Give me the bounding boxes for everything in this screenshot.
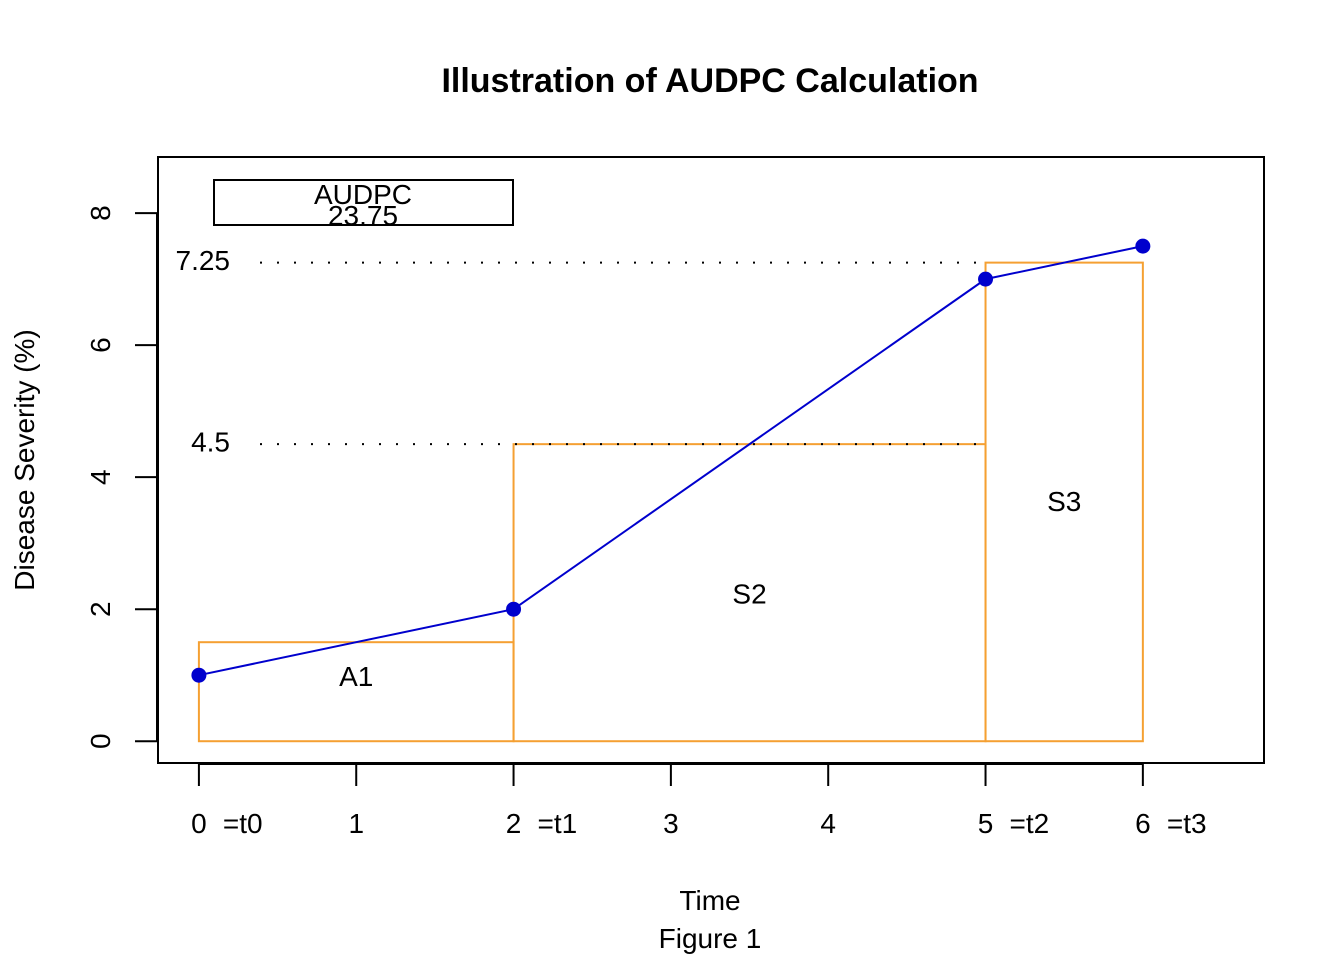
data-point-1 [191,667,207,683]
x-tick-label-6: 6 [1135,808,1151,839]
chart-title: Illustration of AUDPC Calculation [441,62,978,100]
data-point-3 [978,271,994,287]
x-tick-label-2: 2 [506,808,522,839]
time-marker-label-0: =t0 [223,808,263,839]
data-point-4 [1135,238,1151,254]
legend-box: AUDPC 23.75 [213,179,514,231]
y-tick-label-4: 8 [85,205,116,221]
x-tick-label-5: 5 [978,808,994,839]
y-tick-label-1: 2 [85,601,116,617]
area-label-a1: A1 [339,661,373,692]
y-tick-label-2: 4 [85,469,116,485]
reference-label-1: 7.25 [176,245,231,276]
y-tick-label-3: 6 [85,337,116,353]
plot-frame [157,156,1265,764]
legend-title: AUDPC [314,179,412,210]
x-tick-label-0: 0 [191,808,207,839]
axis-layer: 0 1 2 3 4 5 6 =t0 =t1 =t2 =t3 0 2 4 6 8 [85,205,1207,839]
y-axis-label: Disease Severity (%) [9,329,40,590]
area-label-s2: S2 [732,578,766,609]
time-marker-label-2: =t2 [1010,808,1050,839]
figure-caption: Figure 1 [659,923,762,954]
x-tick-label-3: 3 [663,808,679,839]
x-tick-label-1: 1 [348,808,364,839]
data-point-2 [506,601,522,617]
x-axis-label: Time [679,885,740,916]
legend-frame [213,179,514,226]
time-marker-label-1: =t1 [538,808,578,839]
x-tick-label-4: 4 [820,808,836,839]
reference-label-2: 4.5 [191,427,230,458]
time-marker-label-3: =t3 [1167,808,1207,839]
plot-layer: A1 S2 S3 7.25 4.5 [176,238,1151,743]
legend-value: 23.75 [328,200,398,231]
y-tick-label-0: 0 [85,733,116,749]
series-line [198,245,1144,677]
area-label-s3: S3 [1047,486,1081,517]
